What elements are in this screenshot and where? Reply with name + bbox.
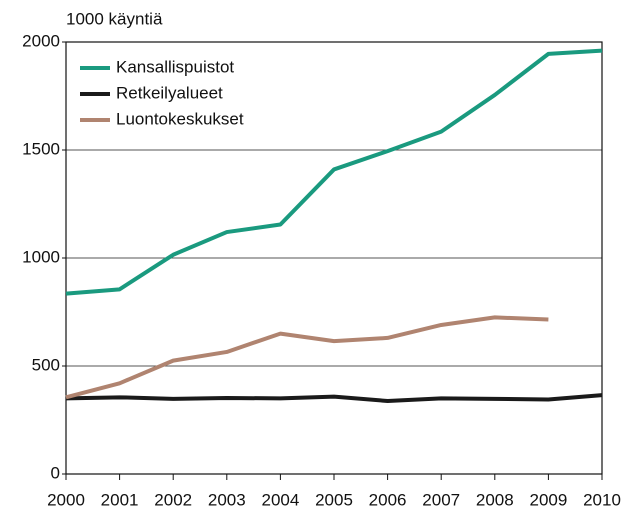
y-tick-label: 500 xyxy=(32,355,60,374)
x-tick-label: 2002 xyxy=(154,490,192,509)
x-tick-label: 2007 xyxy=(422,490,460,509)
y-axis-label: 1000 käyntiä xyxy=(66,9,163,28)
y-tick-label: 0 xyxy=(51,463,60,482)
x-tick-label: 2003 xyxy=(208,490,246,509)
legend-label: Luontokeskukset xyxy=(116,109,244,128)
series-line xyxy=(65,48,603,296)
series-line xyxy=(65,393,603,403)
x-tick-label: 2001 xyxy=(101,490,139,509)
plot-frame xyxy=(65,41,603,475)
x-tick-label: 2005 xyxy=(315,490,353,509)
x-tick-label: 2010 xyxy=(583,490,621,509)
legend-label: Retkeilyalueet xyxy=(116,83,223,102)
x-tick-label: 2006 xyxy=(369,490,407,509)
x-tick-label: 2009 xyxy=(529,490,567,509)
x-tick-label: 2008 xyxy=(476,490,514,509)
y-tick-label: 1000 xyxy=(22,247,60,266)
x-tick-label: 2000 xyxy=(47,490,85,509)
y-tick-label: 2000 xyxy=(22,31,60,50)
legend-label: Kansallispuistot xyxy=(116,57,234,76)
y-tick-label: 1500 xyxy=(22,139,60,158)
series-line xyxy=(65,315,549,400)
x-tick-label: 2004 xyxy=(261,490,299,509)
